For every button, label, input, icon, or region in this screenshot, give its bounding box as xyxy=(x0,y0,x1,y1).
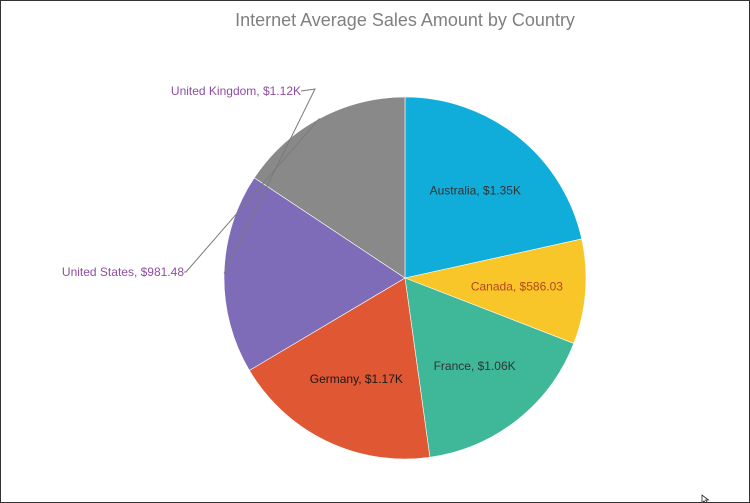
slice-label-united-kingdom: United Kingdom, $1.12K xyxy=(171,84,301,98)
leader-lines-layer xyxy=(184,88,320,274)
slice-label-united-states: United States, $981.48 xyxy=(62,265,184,279)
leader-line-united-kingdom xyxy=(223,88,316,274)
slice-label-germany: Germany, $1.17K xyxy=(310,372,403,386)
pie-slice-france[interactable] xyxy=(404,277,575,458)
mouse-pointer-icon xyxy=(701,494,710,502)
pie-slice-germany[interactable] xyxy=(248,277,431,460)
chart-title: Internet Average Sales Amount by Country xyxy=(235,10,575,30)
pie-slice-canada[interactable] xyxy=(403,238,587,344)
pie-slice-australia[interactable] xyxy=(404,96,583,279)
leader-line-united-states xyxy=(184,118,320,273)
slice-label-canada: Canada, $586.03 xyxy=(471,280,563,294)
labels-layer: Australia, $1.35K Canada, $586.03 France, … xyxy=(62,84,563,386)
slices-layer xyxy=(223,96,587,460)
slice-label-france: France, $1.06K xyxy=(434,359,516,373)
slice-label-australia: Australia, $1.35K xyxy=(430,184,521,198)
